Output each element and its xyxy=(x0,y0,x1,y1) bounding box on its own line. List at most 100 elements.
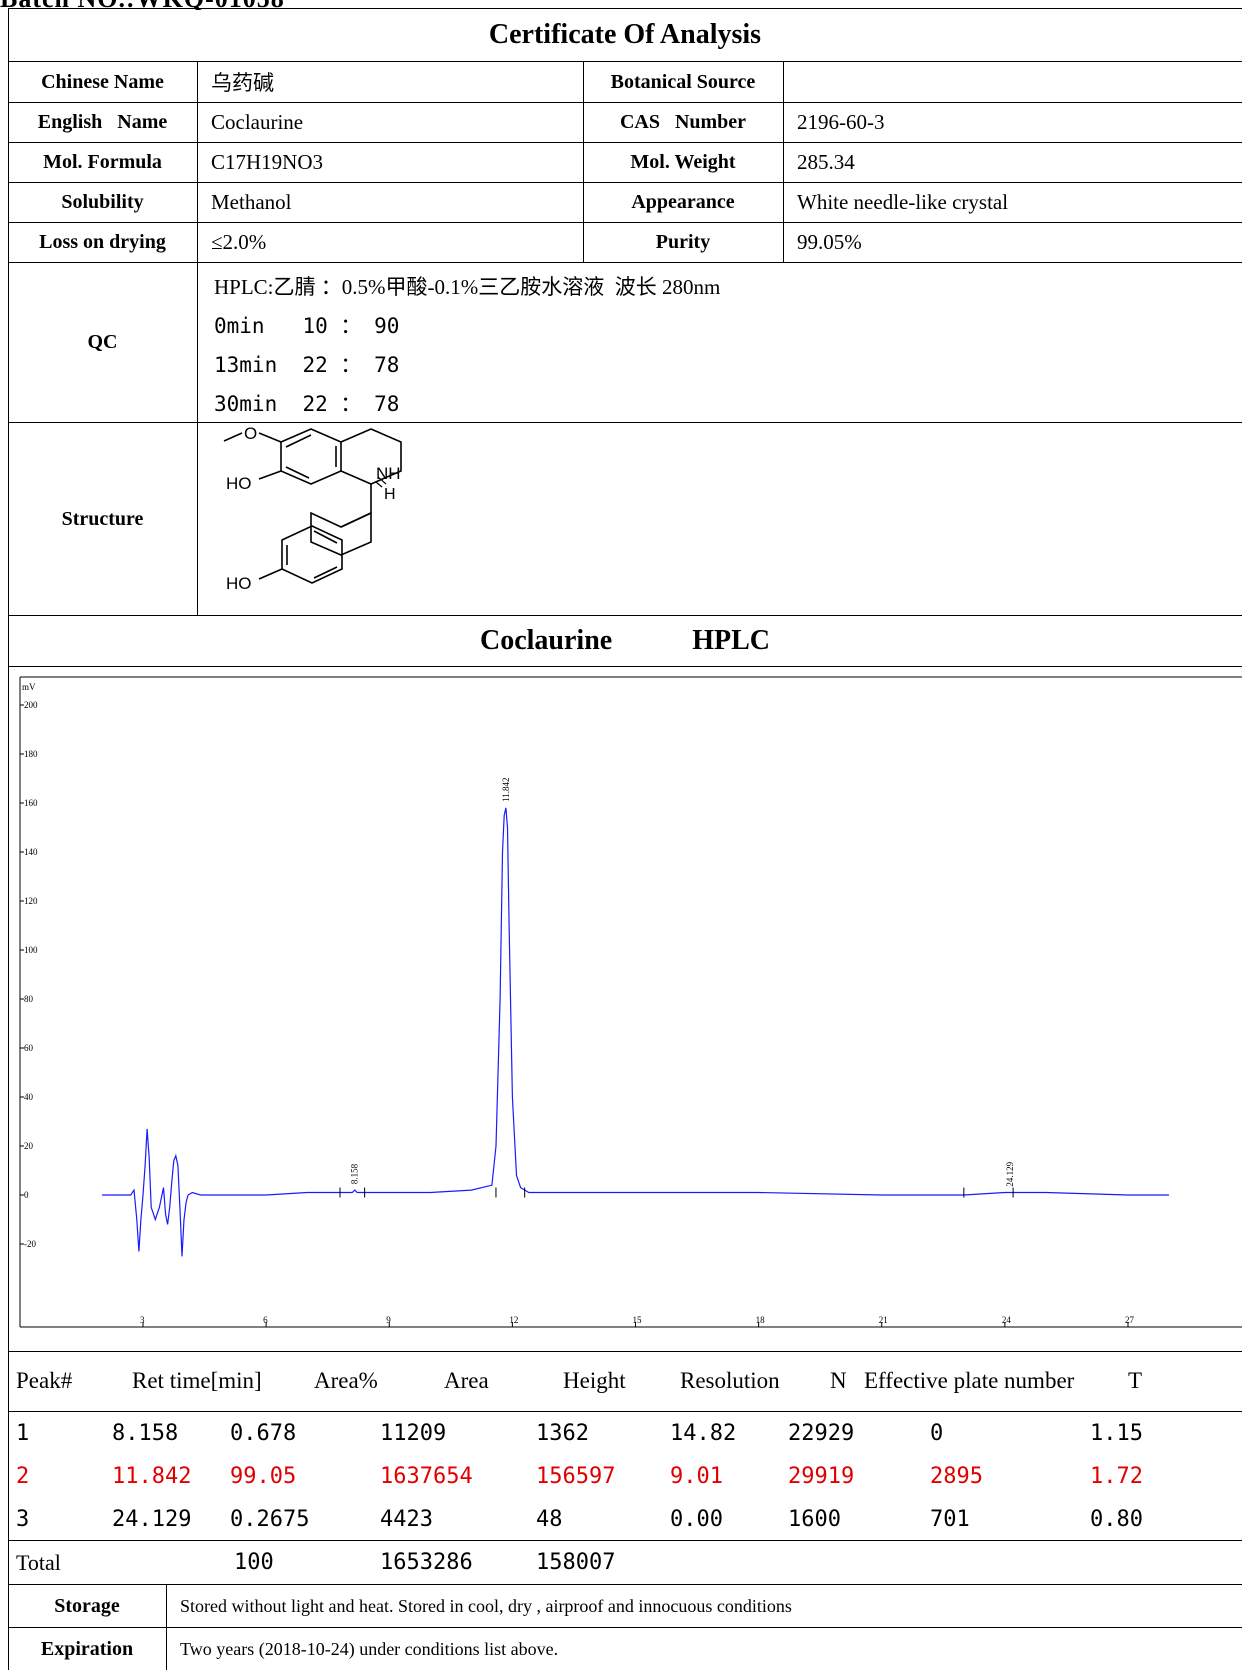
y-tick-label: 40 xyxy=(24,1092,34,1102)
col-header: Resolution xyxy=(680,1368,780,1393)
weight-label: Mol. Weight xyxy=(630,151,736,173)
x-tick-label: 6 xyxy=(263,1315,268,1325)
chromatogram-row xyxy=(8,667,1242,1352)
solubility-value: Methanol xyxy=(211,190,292,214)
peak-label: 8.158 xyxy=(350,1163,360,1184)
chinese-name-label: Chinese Name xyxy=(41,70,164,93)
y-tick-label: -20 xyxy=(24,1239,36,1249)
info-row-2: English Name Coclaurine CAS Number 2196-… xyxy=(8,103,1242,143)
y-tick-label: 20 xyxy=(24,1141,34,1151)
qc-line-gradient: 0min 10 ： 90 xyxy=(214,314,400,338)
expiration-value: Two years (2018-10-24) under conditions … xyxy=(180,1638,559,1659)
x-tick-label: 21 xyxy=(879,1315,888,1325)
y-axis-label: mV xyxy=(22,682,36,692)
info-row-5: Loss on drying ≤2.0% Purity 99.05% xyxy=(8,223,1242,263)
hplc-compound-name: Coclaurine xyxy=(480,625,613,656)
atom-label: NH xyxy=(376,464,401,483)
expiration-label: Expiration xyxy=(40,1637,134,1660)
y-tick-label: 160 xyxy=(24,798,38,808)
storage-label: Storage xyxy=(54,1594,120,1617)
peak-cell: 99.05 xyxy=(230,1464,297,1489)
storage-value: Stored without light and heat. Stored in… xyxy=(180,1595,792,1616)
purity-label: Purity xyxy=(655,231,711,253)
appearance-value: White needle-like crystal xyxy=(797,190,1009,214)
x-tick-label: 12 xyxy=(509,1315,518,1325)
peak-cell: 1600 xyxy=(788,1507,841,1532)
cas-value: 2196-60-3 xyxy=(797,110,885,134)
info-row-3: Mol. Formula C17H19NO3 Mol. Weight 285.3… xyxy=(8,143,1242,183)
peak-cell: 2 xyxy=(16,1464,30,1489)
x-tick-label: 18 xyxy=(756,1315,766,1325)
formula-label: Mol. Formula xyxy=(43,151,162,173)
qc-line-gradient: 13min 22 ： 78 xyxy=(214,353,400,377)
chinese-name-value: 乌药碱 xyxy=(211,71,274,95)
x-tick-label: 15 xyxy=(633,1315,643,1325)
col-header: N xyxy=(830,1368,847,1393)
atom-label: O xyxy=(244,427,257,443)
peak-cell: 11209 xyxy=(380,1421,447,1446)
structure-label: Structure xyxy=(61,507,144,530)
y-tick-label: 120 xyxy=(24,896,38,906)
x-tick-label: 3 xyxy=(140,1315,145,1325)
peak-row: 1 8.158 0.678 11209 1362 14.82 22929 0 1.15 xyxy=(8,1412,1242,1455)
x-tick-label: 9 xyxy=(386,1315,391,1325)
col-header: Area xyxy=(444,1368,489,1393)
peak-label: 11.842 xyxy=(501,777,511,801)
peak-cell: 0.00 xyxy=(670,1507,723,1532)
x-tick-label: 27 xyxy=(1125,1315,1135,1325)
peak-cell: 11.842 xyxy=(112,1464,192,1489)
peak-cell: 701 xyxy=(930,1507,970,1532)
peak-cell: 48 xyxy=(536,1507,563,1532)
x-tick-label: 24 xyxy=(1002,1315,1012,1325)
peak-table-header: Peak# Ret time[min] Area% Area Height Re… xyxy=(8,1352,1242,1412)
total-area-pct: 100 xyxy=(234,1550,274,1575)
col-header: Area% xyxy=(314,1368,378,1393)
loss-label: Loss on drying xyxy=(39,231,166,253)
botanical-source-label: Botanical Source xyxy=(610,70,756,93)
col-header: Effective plate number xyxy=(864,1368,1075,1393)
expiration-row: Expiration Two years (2018-10-24) under … xyxy=(8,1628,1242,1670)
hplc-chromatogram: mV-2002040608010012014016018020022036912… xyxy=(19,676,1242,1328)
peak-cell: 0.80 xyxy=(1090,1507,1143,1532)
peak-cell: 1.72 xyxy=(1090,1464,1143,1489)
weight-value: 285.34 xyxy=(797,150,855,174)
peak-row: 2 11.842 99.05 1637654 156597 9.01 29919 2895 1.… xyxy=(8,1455,1242,1498)
solubility-label: Solubility xyxy=(61,191,144,213)
peak-cell: 22929 xyxy=(788,1421,855,1446)
qc-line-gradient: 30min 22 ： 78 xyxy=(214,392,400,416)
loss-value: ≤2.0% xyxy=(211,230,267,254)
botanical-source-value xyxy=(783,62,1242,102)
y-tick-label: 60 xyxy=(24,1043,34,1053)
peak-cell: 1.15 xyxy=(1090,1421,1143,1446)
peak-cell: 2895 xyxy=(930,1464,983,1489)
hplc-title-row: Coclaurine HPLC xyxy=(8,616,1242,667)
peak-cell: 29919 xyxy=(788,1464,855,1489)
english-name-label: English Name xyxy=(37,111,168,133)
col-header: Height xyxy=(563,1368,626,1393)
certificate-frame xyxy=(8,8,1242,1670)
purity-value: 99.05% xyxy=(797,230,862,254)
y-tick-label: 80 xyxy=(24,994,34,1004)
peak-cell: 8.158 xyxy=(112,1421,179,1446)
molecule-structure: O NH H HO HO xyxy=(223,427,402,593)
peak-cell: 0.678 xyxy=(230,1421,297,1446)
peak-cell: 3 xyxy=(16,1507,30,1532)
y-tick-label: 180 xyxy=(24,749,38,759)
atom-label: H xyxy=(384,486,396,503)
appearance-label: Appearance xyxy=(631,191,735,213)
info-row-1: Chinese Name 乌药碱 Botanical Source xyxy=(8,62,1242,103)
qc-line-method: HPLC:乙腈 ：0.5%甲酸-0.1%三乙胺水溶液 波长 280nm xyxy=(214,275,721,299)
peak-cell: 24.129 xyxy=(112,1507,192,1532)
y-tick-label: 140 xyxy=(24,847,38,857)
peak-cell: 4423 xyxy=(380,1507,433,1532)
structure-row: Structure O NH H HO HO xyxy=(8,423,1242,616)
hplc-method: HPLC xyxy=(692,625,770,656)
english-name-value: Coclaurine xyxy=(211,110,304,134)
col-header: Ret time[min] xyxy=(132,1368,262,1393)
info-row-4: Solubility Methanol Appearance White nee… xyxy=(8,183,1242,223)
peak-cell: 0 xyxy=(930,1421,944,1446)
peak-cell: 1637654 xyxy=(380,1464,473,1489)
col-header: Peak# xyxy=(16,1368,73,1393)
total-height: 158007 xyxy=(536,1550,616,1575)
page-header-fragment: Batch NO.:WKQ-01058 xyxy=(0,0,1242,10)
